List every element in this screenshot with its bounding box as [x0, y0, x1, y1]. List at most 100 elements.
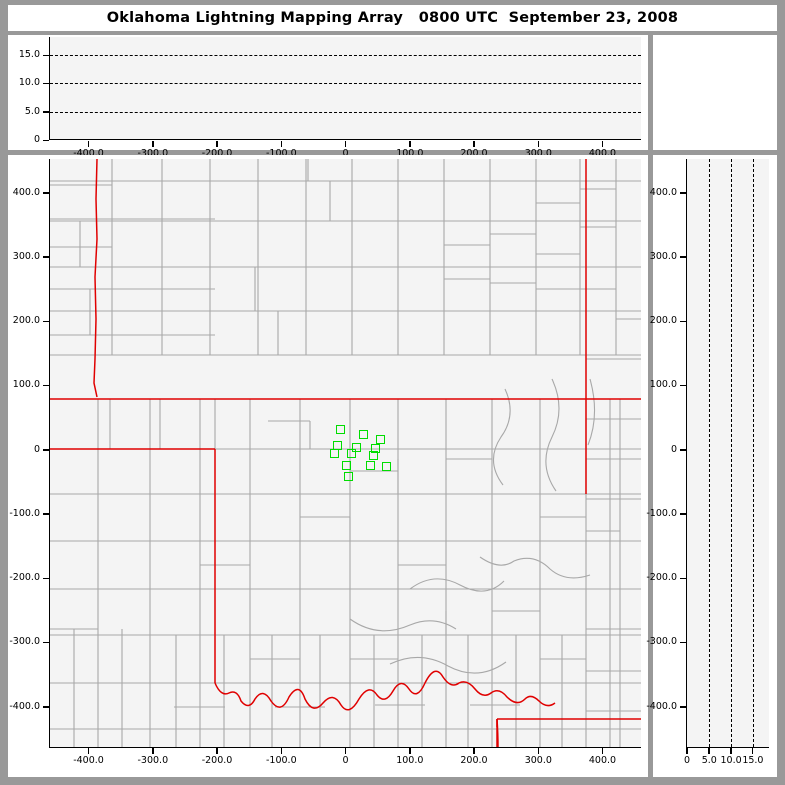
- top-xlabel--100: -100.0: [265, 148, 297, 159]
- right-ytick-0: [680, 449, 686, 451]
- county-borders: [50, 159, 641, 747]
- right-xlabel-10: 10.0: [720, 755, 742, 766]
- map-xlabel--400: -400.0: [73, 755, 104, 766]
- right-ylabel-0: 0: [670, 443, 677, 455]
- panel-histogram-blank: [653, 35, 777, 150]
- gridline-10: [731, 159, 733, 747]
- right-xtick-0: [686, 748, 688, 754]
- right-ytick-200: [680, 320, 686, 323]
- lightning-source-marker: [382, 462, 391, 471]
- map-ytick--400: [43, 706, 49, 708]
- map-xtick--200: [216, 748, 218, 754]
- lightning-source-marker: [366, 461, 375, 470]
- lightning-source-marker: [359, 430, 368, 439]
- right-ylabel-100: 100.0: [649, 379, 677, 391]
- gridline-5: [50, 111, 641, 113]
- lightning-source-marker: [369, 451, 378, 460]
- lightning-source-marker: [344, 472, 353, 481]
- map-ytick--300: [43, 641, 49, 644]
- top-xlabel-300: 300.0: [524, 148, 552, 159]
- top-xtick--200: [216, 141, 218, 147]
- map-xtick-0: [344, 748, 347, 754]
- gridline-5: [709, 159, 711, 747]
- panel-altitude-vs-north-south: 400.0 300.0 200.0 100.0 0 -100.0 -200.0 …: [646, 155, 777, 777]
- right-ylabel--300: -300.0: [646, 636, 677, 648]
- top-ylabel-0: 0: [33, 133, 40, 145]
- right-xtick-10: [730, 748, 732, 754]
- top-ylabel-10: 10.0: [18, 77, 40, 89]
- map-ytick-400: [43, 192, 49, 194]
- page-title: Oklahoma Lightning Mapping Array 0800 UT…: [106, 10, 679, 26]
- top-ytick-0: [43, 139, 49, 142]
- top-xtick-200: [473, 141, 475, 147]
- map-xlabel-300: 300.0: [524, 755, 552, 766]
- map-xtick--400: [87, 748, 90, 754]
- right-ytick--100: [680, 513, 686, 515]
- right-xtick-15: [751, 748, 754, 754]
- top-xtick-300: [537, 141, 540, 147]
- panel-altitude-vs-east-west: 15.0 10.0 5.0 0 -400.0 -300.0 -200.0 -10…: [8, 35, 648, 159]
- right-ylabel--200: -200.0: [646, 572, 677, 583]
- map-ylabel--300: -300.0: [9, 636, 40, 648]
- map-ytick-100: [43, 384, 49, 387]
- map-ylabel--200: -200.0: [9, 572, 40, 583]
- top-ytick-15: [43, 54, 49, 57]
- top-xtick-400: [601, 141, 604, 147]
- lightning-source-marker: [352, 443, 361, 452]
- right-ylabel-200: 200.0: [649, 315, 677, 326]
- right-ytick--400: [680, 706, 686, 708]
- map-ylabel-0: 0: [33, 443, 40, 455]
- top-ylabel-5: 5.0: [24, 105, 40, 117]
- map-xlabel--300: -300.0: [137, 755, 169, 766]
- map-xtick-300: [537, 748, 540, 754]
- right-xlabel-5: 5.0: [701, 755, 717, 766]
- top-xtick--300: [152, 141, 154, 147]
- right-xlabel-0: 0: [683, 755, 691, 766]
- state-borders: [50, 159, 641, 747]
- top-xlabel--200: -200.0: [201, 148, 233, 159]
- gridline-10: [50, 83, 641, 85]
- map-ytick-300: [43, 256, 49, 258]
- map-ylabel--100: -100.0: [9, 507, 40, 519]
- right-ylabel--100: -100.0: [646, 507, 677, 519]
- map-xtick--300: [152, 748, 154, 754]
- map-xtick--100: [280, 748, 283, 754]
- top-plot-area: [49, 37, 641, 140]
- right-plot-area: [686, 159, 769, 748]
- right-ylabel-400: 400.0: [649, 186, 677, 198]
- gridline-15: [50, 55, 641, 57]
- right-ytick-400: [680, 192, 686, 194]
- lightning-source-marker: [371, 444, 380, 453]
- top-xlabel-0: 0: [342, 148, 349, 159]
- map-xlabel-200: 200.0: [460, 755, 488, 766]
- top-xtick-0: [344, 141, 347, 147]
- map-ylabel-100: 100.0: [12, 379, 40, 391]
- top-xlabel--300: -300.0: [137, 148, 169, 159]
- map-xtick-100: [409, 748, 411, 754]
- map-geography: [50, 159, 641, 747]
- lightning-source-marker: [342, 461, 351, 470]
- map-ylabel-400: 400.0: [12, 186, 40, 198]
- top-ytick-5: [43, 111, 49, 113]
- map-ylabel-300: 300.0: [12, 250, 40, 262]
- right-ytick--300: [680, 641, 686, 644]
- right-ytick-100: [680, 384, 686, 387]
- right-ylabel--400: -400.0: [646, 700, 677, 712]
- lightning-source-marker: [336, 425, 345, 434]
- map-xlabel--100: -100.0: [265, 755, 297, 766]
- right-xtick-5: [708, 748, 710, 754]
- map-xtick-400: [601, 748, 604, 754]
- right-xlabel-15: 15.0: [742, 755, 764, 766]
- map-plot-area[interactable]: [49, 159, 641, 748]
- lightning-source-marker: [376, 435, 385, 444]
- top-xlabel-400: 400.0: [588, 148, 617, 159]
- map-ylabel-200: 200.0: [12, 315, 40, 326]
- top-xtick--400: [87, 141, 90, 147]
- gridline-15: [752, 159, 754, 747]
- map-ytick--200: [43, 577, 49, 580]
- map-xlabel-400: 400.0: [588, 755, 617, 766]
- top-xlabel--400: -400.0: [73, 148, 104, 159]
- top-xlabel-100: 100.0: [396, 148, 424, 159]
- top-xtick--100: [280, 141, 283, 147]
- map-ytick-0: [43, 449, 49, 451]
